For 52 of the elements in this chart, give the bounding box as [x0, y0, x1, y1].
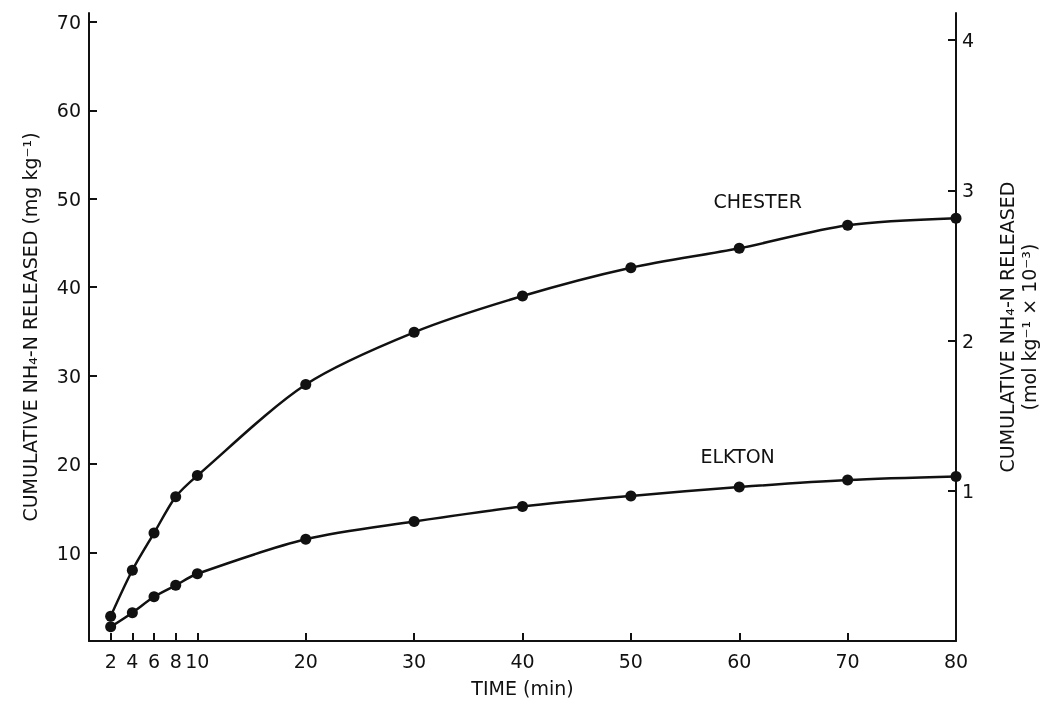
y-tick-label: 60 — [56, 99, 81, 122]
y-tick-label: 70 — [56, 10, 81, 33]
x-tick-label: 2 — [104, 649, 117, 672]
x-tick-label: 8 — [169, 649, 182, 672]
x-tick-label: 50 — [618, 649, 643, 672]
point — [517, 290, 528, 302]
x-tick-label: 6 — [147, 649, 161, 672]
y2-tick-label: 4 — [962, 29, 975, 52]
series-label: ELKTON — [700, 445, 775, 468]
y-axis-title: CUMULATIVE NH₄-N RELEASED (mg kg⁻¹) — [19, 132, 41, 522]
point — [733, 481, 745, 493]
x-tick-label: 30 — [402, 649, 427, 672]
point — [191, 470, 203, 482]
point — [517, 501, 528, 513]
x-tick-label: 40 — [510, 649, 535, 672]
y-tick-label: 50 — [56, 187, 81, 210]
x-tick-label: 60 — [727, 649, 752, 672]
point — [842, 219, 854, 231]
y-tick-label: 20 — [56, 453, 81, 476]
x-axis-title: TIME (min) — [470, 677, 574, 699]
point — [950, 212, 962, 224]
point — [105, 621, 117, 633]
series-label: CHESTER — [713, 190, 802, 213]
point — [148, 527, 160, 539]
point — [126, 564, 138, 576]
point — [733, 242, 745, 254]
point — [191, 568, 203, 580]
y2-tick-label: 1 — [962, 479, 975, 502]
point — [842, 474, 854, 486]
point — [126, 607, 138, 619]
point — [105, 610, 117, 622]
point — [300, 379, 312, 390]
point — [625, 490, 637, 502]
y2-tick-label: 2 — [962, 329, 975, 352]
point — [300, 533, 312, 545]
y2-tick-label: 3 — [962, 179, 975, 202]
point — [148, 591, 160, 603]
x-tick-label: 20 — [293, 649, 318, 672]
point — [950, 470, 962, 482]
y-tick-label: 40 — [56, 276, 81, 299]
point — [408, 516, 420, 528]
x-tick-label: 10 — [185, 649, 210, 672]
y-tick-label: 10 — [56, 541, 81, 564]
x-tick-label: 70 — [835, 649, 860, 672]
y2-axis-title: CUMULATIVE NH₄-N RELEASED (mol kg⁻¹ × 10⁻³) — [996, 181, 1040, 473]
x-tick-label: 80 — [943, 649, 969, 672]
point — [170, 579, 182, 591]
y-tick-label: 30 — [56, 364, 81, 387]
point — [408, 326, 420, 338]
point — [170, 491, 182, 503]
x-tick-label: 4 — [126, 649, 139, 672]
point — [625, 262, 637, 274]
